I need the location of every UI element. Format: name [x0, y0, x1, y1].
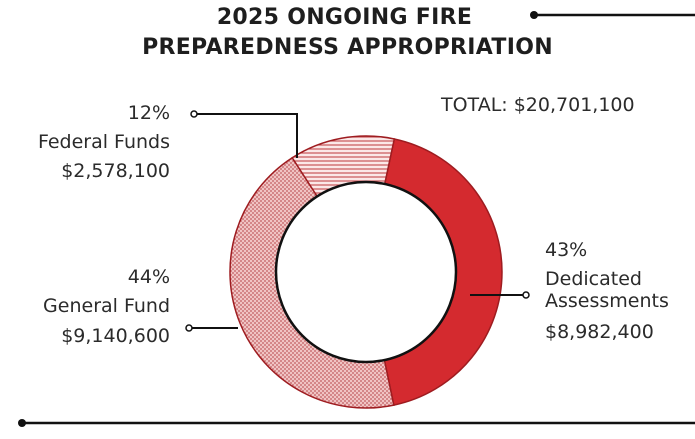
dedicated-name-line-1: Dedicated [545, 268, 642, 290]
general-amount-label: $9,140,600 [61, 325, 170, 347]
general-name-label: General Fund [43, 295, 170, 317]
donut-hole [274, 180, 458, 364]
general-leader-dot [185, 324, 193, 332]
dedicated-amount-label: $8,982,400 [545, 321, 654, 343]
top-rule-dot [530, 11, 538, 19]
chart-title-line-1: 2025 ONGOING FIRE [216, 5, 473, 30]
federal-leader-line [194, 113, 298, 158]
general-percent-label: 44% [127, 266, 170, 288]
bottom-rule-dot [18, 419, 26, 427]
dedicated-name-line-2: Assessments [545, 290, 669, 312]
dedicated-leader-dot [522, 291, 530, 299]
donut-slices [229, 135, 503, 409]
federal-leader-dot [190, 110, 198, 118]
federal-amount-label: $2,578,100 [61, 160, 170, 182]
federal-name-label: Federal Funds [37, 131, 170, 153]
federal-percent-label: 12% [127, 102, 170, 124]
total-label: TOTAL: $20,701,100 [441, 94, 635, 116]
dedicated-percent-label: 43% [545, 239, 588, 261]
chart-title-line-2: PREPAREDNESS APPROPRIATION [142, 35, 553, 60]
